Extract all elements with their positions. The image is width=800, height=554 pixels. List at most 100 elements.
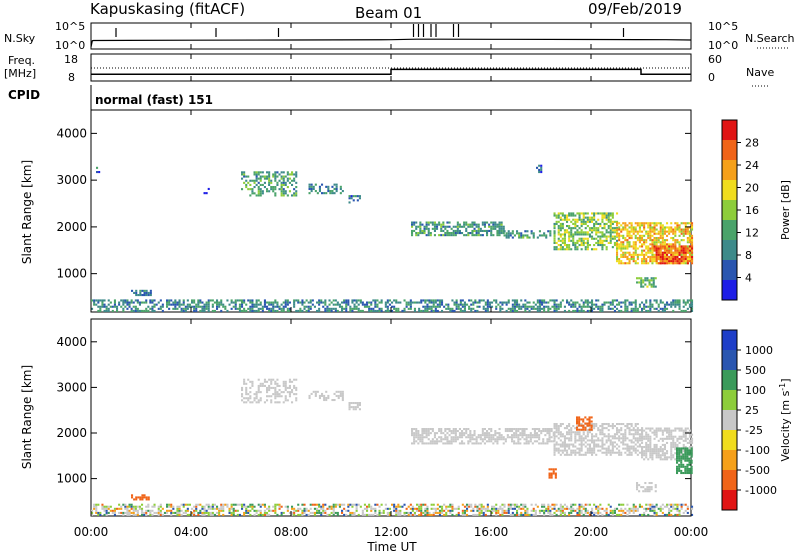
range-cell <box>261 503 264 506</box>
range-cell <box>657 452 660 455</box>
range-cell <box>570 511 573 514</box>
range-cell <box>199 511 202 514</box>
range-cell <box>643 260 646 263</box>
range-cell <box>374 507 377 510</box>
range-cell <box>588 503 591 506</box>
range-cell <box>650 285 653 288</box>
range-cell <box>672 232 675 235</box>
range-cell <box>251 303 254 306</box>
range-cell <box>193 511 196 514</box>
range-cell <box>469 432 472 435</box>
range-cell <box>476 505 479 508</box>
range-cell <box>316 192 319 195</box>
range-cell <box>274 299 277 302</box>
range-cell <box>654 486 657 489</box>
range-cell <box>553 433 556 436</box>
range-cell <box>588 511 591 514</box>
range-cell <box>409 305 412 308</box>
range-cell <box>280 395 283 398</box>
range-cell <box>651 456 654 459</box>
range-cell <box>607 218 610 221</box>
range-cell <box>411 513 414 516</box>
range-cell <box>674 243 677 246</box>
range-cell <box>620 427 623 430</box>
range-cell <box>513 442 516 445</box>
range-cell <box>354 406 357 409</box>
range-cell <box>553 507 556 510</box>
range-cell <box>680 262 683 265</box>
range-cell <box>561 435 564 438</box>
range-cell <box>473 229 476 232</box>
range-cell <box>288 391 291 394</box>
range-cell <box>153 309 156 312</box>
range-cell <box>520 236 523 239</box>
range-cell <box>566 220 569 223</box>
range-cell <box>488 223 491 226</box>
range-cell <box>473 430 476 433</box>
range-cell <box>599 431 602 434</box>
range-cell <box>663 247 666 250</box>
range-cell <box>688 305 691 308</box>
range-cell <box>611 449 614 452</box>
range-cell <box>488 303 491 306</box>
range-cell <box>471 436 474 439</box>
range-cell <box>103 305 106 308</box>
range-cell <box>682 450 685 453</box>
range-cell <box>441 303 444 306</box>
range-cell <box>454 436 457 439</box>
range-cell <box>307 305 310 308</box>
range-cell <box>515 436 518 439</box>
range-cell <box>684 459 687 462</box>
range-cell <box>101 505 104 508</box>
range-cell <box>505 303 508 306</box>
range-cell <box>303 509 306 512</box>
range-cell <box>311 303 314 306</box>
range-cell <box>218 303 221 306</box>
range-cell <box>553 435 556 438</box>
range-cell <box>469 232 472 235</box>
range-cell <box>465 432 468 435</box>
range-cell <box>411 430 414 433</box>
range-cell <box>274 171 277 174</box>
range-cell <box>554 468 557 471</box>
range-cell <box>207 503 210 506</box>
range-cell <box>161 305 164 308</box>
range-cell <box>278 173 281 176</box>
range-cell <box>582 231 585 234</box>
range-cell <box>668 228 671 231</box>
range-cell <box>438 505 441 508</box>
range-cell <box>591 303 594 306</box>
range-cell <box>613 244 616 247</box>
range-cell <box>533 430 536 433</box>
range-cell <box>595 305 598 308</box>
range-cell <box>661 437 664 440</box>
range-cell <box>559 503 562 506</box>
range-cell <box>630 423 633 426</box>
range-cell <box>591 301 594 304</box>
range-cell <box>299 507 302 510</box>
range-cell <box>618 429 621 432</box>
power-colorbar-swatch <box>722 200 737 221</box>
range-cell <box>388 303 391 306</box>
range-cell <box>622 237 625 240</box>
range-cell <box>559 439 562 442</box>
range-cell <box>461 442 464 445</box>
range-cell <box>251 309 254 312</box>
range-cell <box>651 505 654 508</box>
range-cell <box>666 452 669 455</box>
range-cell <box>370 309 373 312</box>
range-cell <box>513 428 516 431</box>
range-cell <box>634 305 637 308</box>
range-cell <box>520 513 523 516</box>
range-cell <box>636 453 639 456</box>
range-cell <box>674 507 677 510</box>
range-cell <box>570 453 573 456</box>
range-cell <box>417 430 420 433</box>
range-cell <box>203 309 206 312</box>
range-cell <box>413 434 416 437</box>
range-cell <box>682 222 685 225</box>
range-cell <box>145 291 148 294</box>
range-cell <box>645 433 648 436</box>
range-cell <box>657 258 660 261</box>
range-cell <box>255 391 258 394</box>
